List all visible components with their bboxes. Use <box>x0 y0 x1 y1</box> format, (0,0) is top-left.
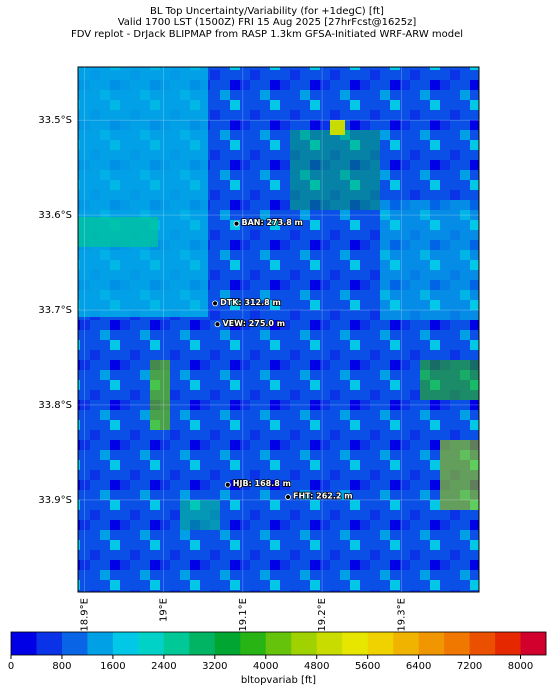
x-tick-label: 19°E <box>159 598 170 622</box>
y-tick-label: 33.5°S <box>38 115 72 126</box>
colorbar-swatch <box>163 632 190 655</box>
colorbar-tick-label: 4800 <box>304 661 329 672</box>
colorbar-swatch <box>469 632 496 655</box>
colorbar-swatch <box>11 632 37 655</box>
y-tick-label: 33.9°S <box>38 495 72 506</box>
title: FDV replot - DrJack BLIPMAP from RASP 1.… <box>71 29 463 40</box>
station-point <box>214 321 221 328</box>
y-tick-label: 33.8°S <box>38 400 72 411</box>
station-label: BAN: 273.8 m <box>241 218 302 227</box>
x-tick-label: 19.3°E <box>396 598 407 632</box>
colorbar-tick-label: 7200 <box>457 661 482 672</box>
colorbar-swatch <box>138 632 165 655</box>
colorbar-tick-label: 800 <box>52 661 71 672</box>
colorbar-swatch <box>316 632 343 655</box>
colorbar-swatch <box>240 632 267 655</box>
colorbar-swatch <box>520 632 547 655</box>
station-point <box>285 494 291 500</box>
colorbar-label: bltopvariab [ft] <box>241 675 316 686</box>
colorbar-swatch <box>393 632 419 655</box>
colorbar-swatch <box>291 632 318 655</box>
colorbar-swatch <box>87 632 114 655</box>
colorbar-swatch <box>36 632 63 655</box>
x-tick-label: 19.1°E <box>238 598 249 632</box>
colorbar-swatch <box>444 632 470 655</box>
title: BL Top Uncertainty/Variability (for +1de… <box>150 6 384 17</box>
colorbar-swatch <box>367 632 394 655</box>
colorbar-swatch <box>418 632 445 655</box>
x-tick-label: 19.2°E <box>317 598 328 632</box>
station-point <box>212 300 219 307</box>
station-label: VEW: 275.0 m <box>222 319 285 328</box>
station-point <box>224 481 231 488</box>
colorbar-tick-label: 6400 <box>406 661 431 672</box>
colorbar-swatch <box>342 632 368 655</box>
station-label: FHT: 262.2 m <box>293 492 353 501</box>
colorbar-tick-label: 8000 <box>508 661 533 672</box>
colorbar-swatch <box>214 632 241 655</box>
title: Valid 1700 LST (1500Z) FRI 15 Aug 2025 [… <box>118 17 417 28</box>
x-tick-label: 18.9°E <box>79 598 90 632</box>
colorbar-tick-label: 0 <box>8 661 14 672</box>
colorbar-tick-label: 1600 <box>100 661 125 672</box>
colorbar-tick-label: 4000 <box>253 661 278 672</box>
colorbar-tick-label: 2400 <box>151 661 176 672</box>
colorbar-tick-label: 3200 <box>202 661 227 672</box>
colorbar-swatch <box>61 632 88 655</box>
y-tick-label: 33.6°S <box>38 210 72 221</box>
map-raster <box>77 66 480 593</box>
colorbar-swatch <box>189 632 216 655</box>
station-point <box>233 220 240 227</box>
colorbar-frame <box>10 631 547 656</box>
colorbar-tick-label: 5600 <box>355 661 380 672</box>
colorbar-swatch <box>112 632 139 655</box>
colorbar-swatch <box>495 632 521 655</box>
station-label: HJB: 168.8 m <box>233 479 291 488</box>
y-tick-label: 33.7°S <box>38 305 72 316</box>
colorbar-swatch <box>265 632 292 655</box>
station-label: DTK: 312.8 m <box>220 298 281 307</box>
